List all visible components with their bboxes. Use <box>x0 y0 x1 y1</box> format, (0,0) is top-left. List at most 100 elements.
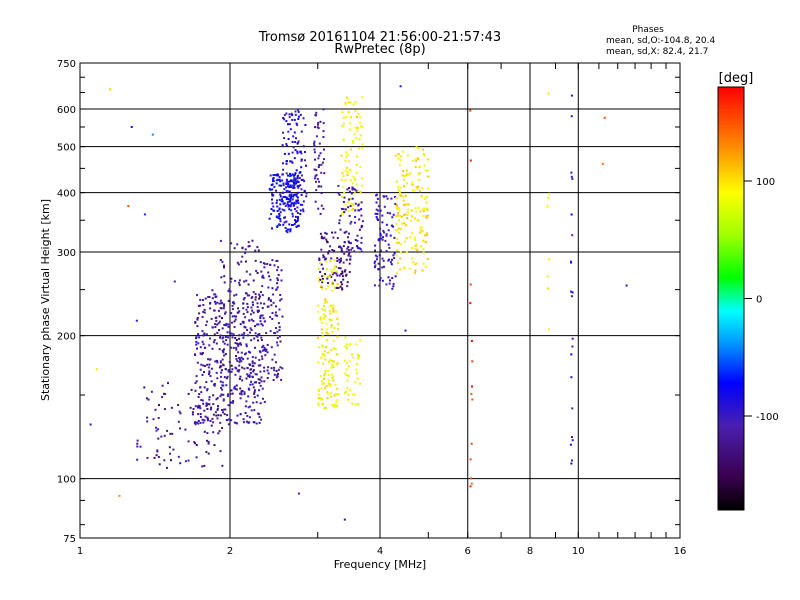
data-point <box>260 314 263 317</box>
data-point <box>397 185 400 188</box>
data-point <box>361 126 364 129</box>
data-point <box>420 195 423 197</box>
data-point <box>376 217 379 220</box>
data-point <box>250 329 253 331</box>
data-point <box>571 439 574 442</box>
data-point <box>278 223 281 226</box>
x-axis-label: Frequency [MHz] <box>334 558 426 571</box>
data-point <box>295 169 298 172</box>
data-point <box>242 307 245 310</box>
data-point <box>249 368 252 371</box>
data-point <box>424 169 427 172</box>
data-point <box>269 299 272 302</box>
data-point <box>189 406 192 409</box>
data-point <box>244 248 247 251</box>
data-point <box>347 236 349 239</box>
data-point <box>390 197 393 200</box>
data-point <box>299 184 302 187</box>
data-point <box>360 177 363 180</box>
data-point <box>247 245 250 248</box>
data-point <box>281 144 284 146</box>
data-point <box>184 460 187 463</box>
data-point <box>426 158 429 161</box>
data-point <box>194 389 197 392</box>
data-point <box>156 449 159 452</box>
data-point <box>242 312 245 315</box>
data-point <box>199 407 202 410</box>
data-point <box>214 300 216 303</box>
data-point <box>244 405 247 408</box>
data-point <box>419 227 422 230</box>
data-point <box>346 281 349 284</box>
data-point <box>270 346 273 349</box>
data-point <box>196 325 199 328</box>
data-point <box>352 207 354 210</box>
data-point <box>323 316 326 319</box>
data-point <box>346 387 349 390</box>
data-point <box>271 287 274 290</box>
data-point <box>327 392 330 395</box>
data-point <box>255 381 258 384</box>
data-point <box>469 159 472 162</box>
data-point <box>276 337 279 339</box>
data-point <box>348 214 351 217</box>
data-point <box>303 180 306 183</box>
data-point <box>400 194 403 197</box>
data-point <box>395 206 398 209</box>
data-point <box>235 388 238 391</box>
data-point <box>411 183 414 186</box>
data-point <box>399 268 402 271</box>
data-point <box>271 358 274 361</box>
data-point <box>346 97 349 100</box>
data-point <box>313 151 316 154</box>
data-point <box>219 414 222 417</box>
data-point <box>343 196 346 199</box>
data-point <box>425 241 427 244</box>
data-point <box>244 326 247 329</box>
data-point <box>284 216 287 219</box>
data-point <box>257 378 260 381</box>
data-point <box>379 209 382 212</box>
data-point <box>316 123 319 126</box>
data-point <box>234 373 237 376</box>
data-point <box>359 339 362 342</box>
data-point <box>361 220 364 223</box>
data-point <box>360 214 363 217</box>
data-point <box>333 286 336 289</box>
data-point <box>353 250 356 253</box>
data-point <box>296 177 299 180</box>
data-point <box>347 206 350 209</box>
data-point <box>294 113 297 116</box>
data-point <box>383 231 386 234</box>
data-point <box>285 112 288 115</box>
data-point <box>319 374 322 377</box>
data-point <box>179 462 182 465</box>
data-point <box>254 249 257 252</box>
data-point <box>214 302 217 305</box>
data-point <box>196 361 199 364</box>
data-point <box>197 406 199 409</box>
data-point <box>224 335 227 338</box>
data-point <box>290 202 293 205</box>
data-point <box>318 164 321 166</box>
data-point <box>393 257 396 260</box>
data-point <box>296 185 299 188</box>
data-point <box>339 228 342 231</box>
data-point <box>399 251 402 254</box>
data-point <box>421 186 424 189</box>
data-point <box>285 220 288 223</box>
data-point <box>331 271 334 274</box>
data-point <box>218 348 221 351</box>
data-point <box>239 358 242 361</box>
data-point <box>151 133 154 136</box>
data-point <box>240 260 243 263</box>
data-point <box>286 160 288 163</box>
data-point <box>322 108 325 111</box>
data-point <box>320 204 323 207</box>
data-point <box>415 146 418 149</box>
data-point <box>348 187 351 189</box>
data-point <box>226 414 229 417</box>
data-point <box>169 452 171 455</box>
data-point <box>341 172 344 175</box>
data-point <box>294 180 297 183</box>
